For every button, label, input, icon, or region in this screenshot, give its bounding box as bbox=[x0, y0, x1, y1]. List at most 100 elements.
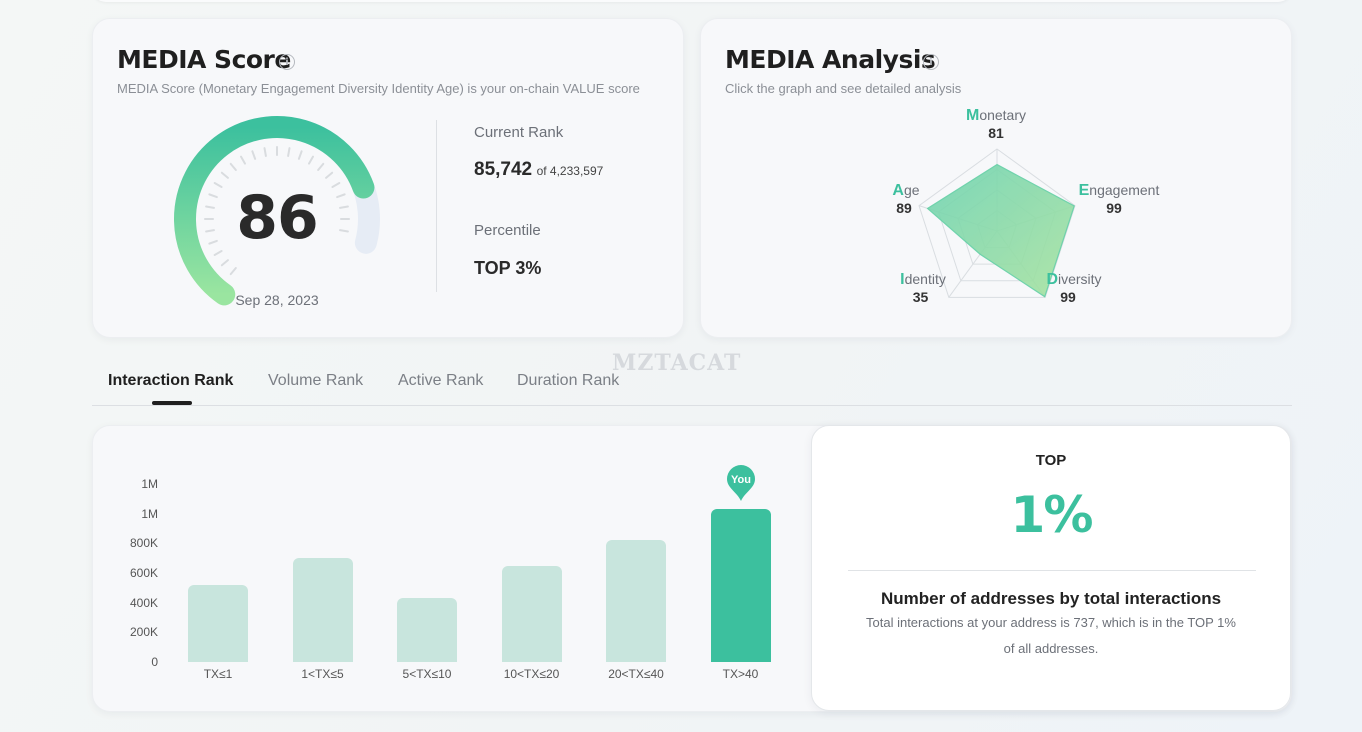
y-tick-label: 800K bbox=[129, 536, 158, 551]
tab-active-rank[interactable]: Active Rank bbox=[398, 372, 484, 389]
score-divider bbox=[436, 120, 437, 292]
info-icon[interactable]: i bbox=[923, 54, 939, 70]
y-tick-label: 600K bbox=[129, 566, 158, 580]
bar[interactable] bbox=[501, 565, 562, 662]
top-divider bbox=[848, 570, 1256, 571]
gauge-tick bbox=[220, 259, 229, 267]
rank-value: 85,742 bbox=[474, 159, 533, 180]
top-percent: 1% bbox=[1010, 486, 1094, 544]
rank-tabs: Interaction Rank Volume Rank Active Rank… bbox=[92, 360, 1292, 406]
gauge-tick bbox=[205, 229, 215, 233]
radar-label-monetary[interactable]: Monetary 81 bbox=[946, 107, 1046, 141]
gauge-fill bbox=[174, 116, 375, 306]
gauge-tick bbox=[336, 193, 346, 199]
percentile-value: TOP 3% bbox=[474, 258, 542, 278]
initial: M bbox=[965, 107, 980, 124]
value: 99 bbox=[1106, 200, 1122, 216]
bar[interactable] bbox=[292, 558, 353, 662]
top-percent-card: TOP 1% Number of addresses by total inte… bbox=[811, 425, 1291, 711]
x-tick-label: 10<TX≤20 bbox=[503, 667, 560, 681]
gauge-tick bbox=[331, 182, 341, 188]
interaction-bar-chart: 0 200K 400K 600K 800K 1M 1M TX≤1 1<TX≤5 5<TX≤10 10… bbox=[93, 426, 813, 713]
y-tick-label: 1M bbox=[141, 506, 158, 521]
gauge-tick bbox=[325, 171, 334, 179]
x-tick-label: 1<TX≤5 bbox=[301, 667, 344, 681]
gauge-tick bbox=[263, 147, 267, 157]
gauge-tick bbox=[297, 150, 303, 160]
gauge-tick bbox=[229, 267, 237, 276]
you-label: You bbox=[731, 474, 751, 486]
gauge-tick bbox=[208, 239, 218, 245]
initial: D bbox=[1046, 271, 1058, 288]
gauge-tick bbox=[308, 155, 314, 165]
score-date: Sep 28, 2023 bbox=[235, 292, 319, 308]
gauge-tick bbox=[208, 193, 218, 199]
label: iversity bbox=[1058, 271, 1102, 287]
gauge-tick bbox=[339, 205, 349, 209]
previous-card-bottom bbox=[92, 0, 1292, 2]
label: ngagement bbox=[1089, 182, 1160, 198]
rank-total: of 4,233,597 bbox=[536, 164, 604, 178]
gauge-tick bbox=[317, 162, 325, 171]
label: onetary bbox=[979, 107, 1027, 123]
initial: E bbox=[1078, 182, 1090, 199]
info-icon[interactable]: i bbox=[279, 54, 295, 70]
media-score-title: MEDIA Score bbox=[117, 45, 291, 74]
current-rank: 85,742 of 4,233,597 bbox=[474, 159, 603, 181]
value: 99 bbox=[1060, 289, 1076, 305]
media-analysis-title: MEDIA Analysis bbox=[725, 45, 936, 74]
bar[interactable] bbox=[606, 540, 666, 662]
y-tick-label: 0 bbox=[151, 655, 158, 669]
media-analysis-card: MEDIA Analysis i Click the graph and see… bbox=[700, 18, 1292, 338]
score-gauge bbox=[174, 116, 380, 306]
bar[interactable] bbox=[397, 598, 457, 662]
gauge-tick bbox=[213, 182, 223, 188]
current-rank-label: Current Rank bbox=[474, 124, 564, 141]
gauge-tick bbox=[240, 155, 246, 165]
radar-label-age[interactable]: Age 89 bbox=[856, 182, 956, 216]
value: 89 bbox=[896, 200, 912, 216]
gauge-tick bbox=[287, 147, 291, 157]
y-tick-label: 400K bbox=[129, 595, 158, 610]
you-marker: You bbox=[726, 465, 755, 502]
score-value: 86 bbox=[236, 183, 319, 253]
watermark: MZTACAT bbox=[612, 350, 742, 376]
top-label: TOP bbox=[1035, 452, 1067, 469]
radar-area[interactable] bbox=[926, 163, 1075, 298]
active-tab-indicator bbox=[152, 401, 192, 405]
bar[interactable] bbox=[188, 584, 248, 662]
value: 81 bbox=[988, 125, 1004, 141]
label: ge bbox=[903, 182, 920, 198]
radar-label-identity[interactable]: Identity 35 bbox=[873, 271, 973, 305]
initial: I bbox=[900, 271, 905, 288]
x-tick-label: TX≤1 bbox=[203, 667, 233, 681]
top-heading: Number of addresses by total interaction… bbox=[880, 589, 1222, 608]
tab-interaction-rank[interactable]: Interaction Rank bbox=[108, 372, 234, 389]
value: 35 bbox=[912, 289, 929, 305]
initial: A bbox=[892, 182, 904, 199]
bar-you[interactable] bbox=[710, 509, 771, 662]
label: dentity bbox=[904, 271, 946, 287]
gauge-tick bbox=[339, 229, 349, 233]
y-tick-label: 200K bbox=[129, 625, 158, 640]
media-score-card: MEDIA Score i MEDIA Score (Monetary Enga… bbox=[92, 18, 684, 338]
radar-chart[interactable] bbox=[701, 19, 1293, 339]
radar-label-diversity[interactable]: Diversity 99 bbox=[1024, 271, 1124, 305]
percentile-label: Percentile bbox=[474, 222, 541, 239]
tab-volume-rank[interactable]: Volume Rank bbox=[268, 372, 364, 389]
top-description-line1: Total interactions at your address is 73… bbox=[866, 615, 1236, 630]
x-tick-label: TX>40 bbox=[722, 667, 759, 681]
x-tick-label: 5<TX≤10 bbox=[402, 667, 452, 681]
gauge-tick bbox=[251, 150, 257, 160]
tab-duration-rank[interactable]: Duration Rank bbox=[517, 372, 620, 389]
radar-label-engagement[interactable]: Engagement 99 bbox=[1069, 182, 1169, 216]
gauge-tick bbox=[205, 205, 215, 209]
gauge-tick bbox=[229, 162, 237, 171]
y-tick-label: 1M bbox=[141, 477, 158, 491]
radar-grid-ring bbox=[918, 148, 1076, 298]
x-tick-label: 20<TX≤40 bbox=[608, 667, 664, 681]
gauge-tick bbox=[213, 250, 223, 256]
media-analysis-subtitle: Click the graph and see detailed analysi… bbox=[725, 81, 962, 96]
media-score-subtitle: MEDIA Score (Monetary Engagement Diversi… bbox=[117, 81, 640, 96]
gauge-tick bbox=[220, 171, 229, 179]
